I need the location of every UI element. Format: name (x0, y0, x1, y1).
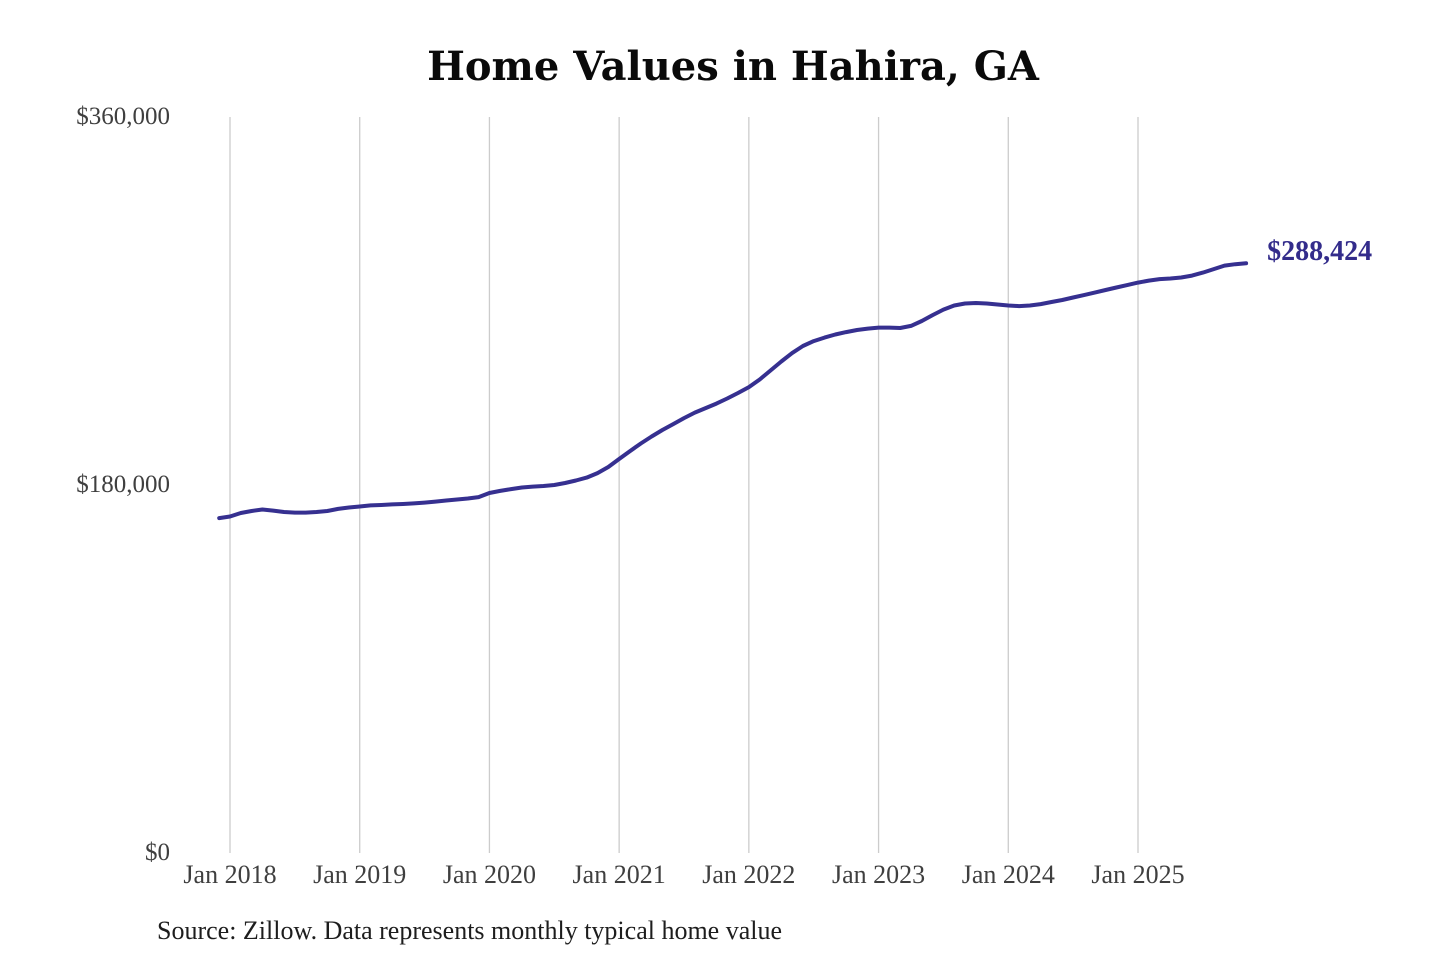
x-tick-label-2023: Jan 2023 (831, 860, 926, 889)
x-tick-label-2018: Jan 2018 (183, 860, 277, 889)
x-tick-label-2025: Jan 2025 (1091, 860, 1185, 889)
x-tick-label-2024: Jan 2024 (961, 860, 1055, 889)
y-tick-label-0: $0 (145, 839, 170, 866)
x-tick-label-2021: Jan 2021 (572, 860, 666, 889)
x-tick-label-2020: Jan 2020 (442, 860, 537, 889)
y-tick-label-360000: $360,000 (76, 103, 170, 130)
x-tick-label-2019: Jan 2019 (313, 860, 407, 889)
home-value-line (217, 261, 1249, 521)
chart-title: Home Values in Hahira, GA (427, 43, 1039, 90)
latest-value-label: $288,424 (1267, 236, 1373, 268)
x-tick-label-2022: Jan 2022 (702, 860, 796, 889)
source-note: Source: Zillow. Data represents monthly … (157, 916, 783, 945)
y-tick-label-180000: $180,000 (76, 471, 170, 498)
year-gridlines (229, 117, 1139, 853)
